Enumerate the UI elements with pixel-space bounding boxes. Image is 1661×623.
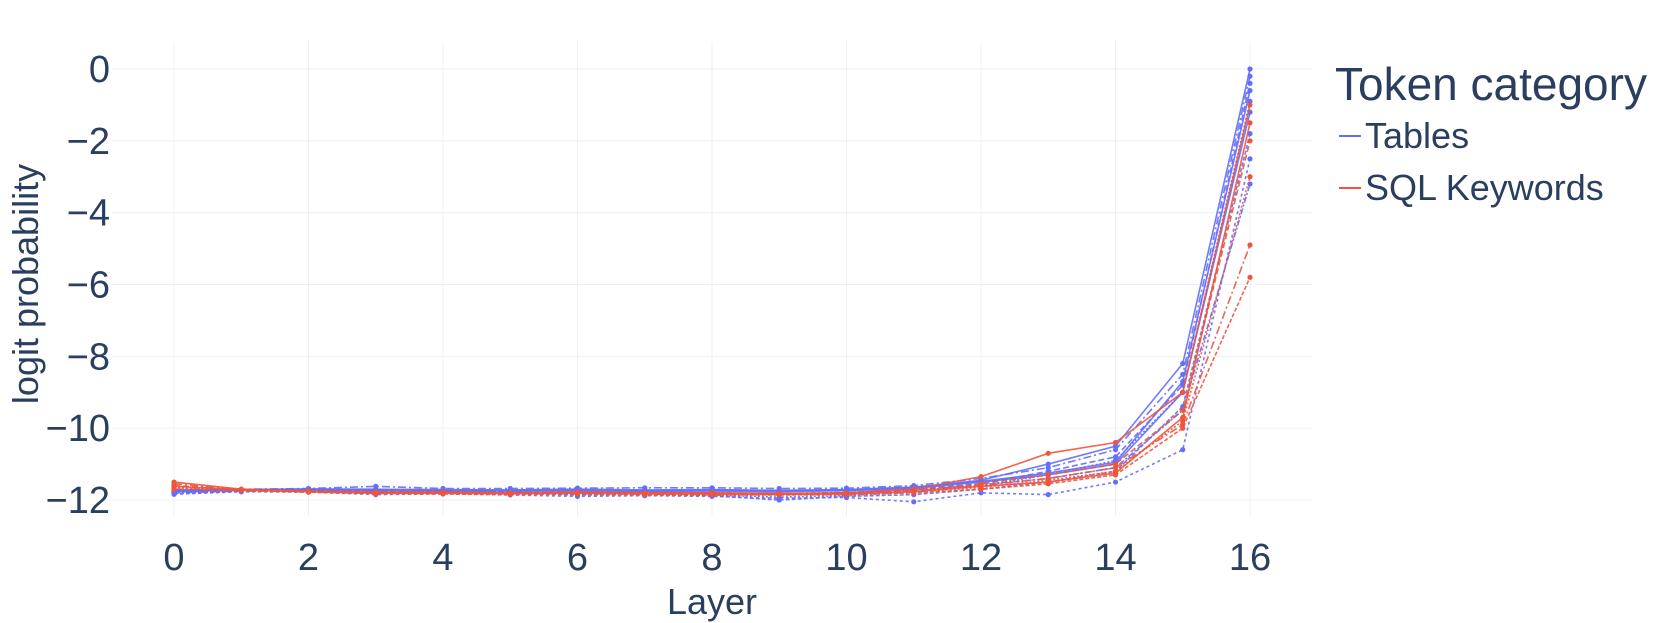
- data-point: [1112, 479, 1119, 485]
- data-point: [1247, 131, 1253, 137]
- data-point: [1247, 120, 1253, 126]
- legend: Token category Tables SQL Keywords: [1335, 58, 1647, 214]
- x-tick-label: 12: [960, 537, 1002, 579]
- data-point: [1247, 98, 1253, 104]
- y-tick-label: −4: [67, 193, 110, 235]
- data-point: [171, 483, 177, 489]
- x-tick-label: 16: [1229, 537, 1271, 579]
- data-point: [911, 499, 917, 505]
- data-point: [709, 491, 715, 497]
- data-point: [507, 490, 513, 497]
- series-layer: [171, 66, 1253, 505]
- data-point: [776, 491, 782, 497]
- data-point: [978, 490, 984, 496]
- x-tick-label: 6: [567, 537, 588, 579]
- data-point: [1045, 461, 1051, 467]
- x-tick-label: 14: [1094, 537, 1136, 579]
- data-point: [1247, 66, 1253, 72]
- data-point: [1247, 181, 1253, 187]
- data-point: [1247, 174, 1253, 180]
- y-tick-label: −8: [67, 336, 110, 378]
- series-path: [173, 176, 1251, 496]
- legend-swatch-tables: [1339, 135, 1361, 137]
- legend-swatch-sql-keywords: [1339, 187, 1361, 189]
- x-tick-label: 2: [298, 537, 319, 579]
- data-point: [1247, 73, 1253, 79]
- data-point: [1045, 472, 1051, 478]
- data-point: [1247, 156, 1253, 162]
- x-axis-label: Layer: [667, 581, 757, 622]
- data-point: [1180, 389, 1186, 395]
- data-point: [1180, 360, 1186, 367]
- data-point: [1247, 138, 1253, 144]
- x-tick-label: 10: [825, 537, 867, 579]
- data-point: [1112, 439, 1119, 446]
- data-point: [1180, 425, 1186, 431]
- data-point: [1045, 479, 1051, 485]
- data-point: [1112, 465, 1119, 471]
- legend-label-sql-keywords: SQL Keywords: [1365, 167, 1604, 208]
- x-tick-label: 0: [163, 537, 184, 579]
- data-point: [1180, 447, 1186, 453]
- data-point: [642, 491, 648, 497]
- y-tick-label: −6: [67, 265, 110, 307]
- data-point: [911, 489, 917, 495]
- y-axis-ticks: 0 −2 −4 −6 −8 −10 −12: [46, 49, 110, 522]
- x-tick-label: 4: [432, 537, 453, 579]
- y-tick-label: −10: [46, 408, 110, 450]
- y-tick-label: 0: [89, 49, 110, 91]
- legend-title: Token category: [1335, 58, 1647, 110]
- sql-keywords-series-line: [171, 120, 1253, 497]
- data-point: [238, 487, 244, 493]
- data-point: [1247, 274, 1253, 280]
- data-point: [1112, 454, 1119, 460]
- data-point: [1045, 450, 1051, 456]
- data-point: [1112, 470, 1119, 476]
- y-axis-label: logit probability: [5, 164, 46, 404]
- legend-label-tables: Tables: [1365, 115, 1470, 156]
- series-path: [173, 276, 1251, 496]
- data-point: [1180, 414, 1186, 420]
- data-point: [1247, 87, 1253, 94]
- legend-item-sql-keywords[interactable]: SQL Keywords: [1335, 162, 1647, 214]
- data-point: [1247, 242, 1253, 248]
- data-point: [978, 483, 984, 489]
- x-axis-ticks: 0 2 4 6 8 10 12 14 16: [163, 537, 1271, 579]
- y-tick-label: −12: [46, 480, 110, 522]
- data-point: [574, 490, 581, 496]
- data-point: [305, 489, 312, 495]
- legend-item-tables[interactable]: Tables: [1335, 110, 1647, 162]
- data-point: [1112, 447, 1119, 453]
- data-point: [843, 491, 850, 497]
- x-tick-label: 8: [701, 537, 722, 579]
- data-point: [440, 490, 446, 496]
- y-tick-label: −2: [67, 121, 110, 163]
- data-point: [373, 490, 379, 496]
- data-point: [1045, 492, 1051, 498]
- data-point: [1112, 461, 1119, 467]
- data-point: [1045, 465, 1051, 471]
- series-path: [174, 76, 1251, 491]
- data-point: [1045, 475, 1051, 482]
- data-point: [1247, 102, 1253, 108]
- grid: [112, 42, 1312, 516]
- data-point: [1180, 378, 1186, 385]
- data-point: [978, 474, 984, 480]
